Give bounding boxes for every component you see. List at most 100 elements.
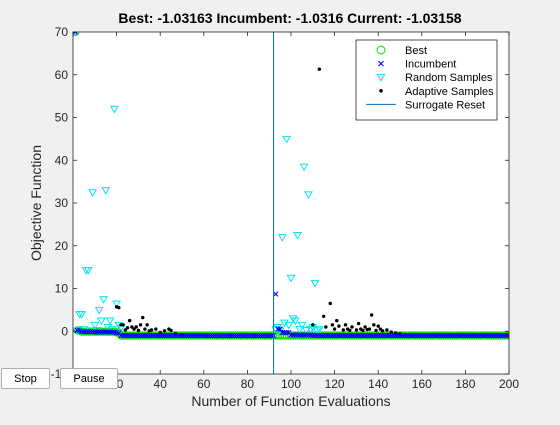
incumbent-point — [493, 332, 499, 339]
x-tick-label: 140 — [368, 377, 388, 391]
incumbent-point — [229, 332, 235, 339]
adaptive-sample-point — [341, 328, 346, 332]
axes: 020406080100120140160180200-100102030405… — [51, 25, 520, 391]
random-sample-point — [105, 317, 115, 326]
incumbent-point — [290, 332, 296, 338]
incumbent-point — [94, 329, 100, 335]
incumbent-point — [464, 332, 471, 339]
adaptive-sample-point — [361, 328, 365, 333]
incumbent-point — [244, 332, 251, 339]
legend-label: Best — [405, 45, 427, 57]
incumbent-point — [336, 332, 342, 339]
incumbent-point — [419, 332, 425, 339]
incumbent-point — [279, 329, 285, 336]
incumbent-point — [122, 332, 129, 339]
incumbent-point — [305, 332, 312, 338]
incumbent-point — [81, 328, 87, 335]
incumbent-point — [344, 332, 351, 339]
random-sample-point — [109, 105, 119, 114]
incumbent-point — [401, 332, 408, 339]
incumbent-point — [283, 329, 290, 336]
legend-label: Incumbent — [405, 59, 456, 71]
legend-entry: Adaptive Samples — [379, 86, 494, 98]
x-tick-label: 160 — [412, 377, 432, 391]
incumbent-point — [395, 332, 401, 339]
random-sample-point — [310, 279, 320, 288]
incumbent-point — [129, 332, 135, 339]
x-axis-label: Number of Function Evaluations — [191, 393, 390, 409]
incumbent-point — [218, 332, 224, 339]
incumbent-point — [436, 332, 442, 339]
incumbent-point — [432, 332, 438, 339]
incumbent-point — [133, 332, 139, 339]
adaptive-sample-point — [134, 325, 138, 329]
incumbent-point — [297, 332, 303, 338]
incumbent-point — [491, 332, 497, 339]
incumbent-point — [449, 332, 456, 339]
incumbent-point — [288, 332, 294, 338]
incumbent-point — [430, 332, 436, 339]
incumbent-point — [207, 332, 214, 339]
incumbent-point — [98, 329, 105, 335]
adaptive-sample-point — [123, 328, 128, 332]
adaptive-sample-point — [154, 327, 158, 331]
incumbent-point — [397, 332, 403, 339]
incumbent-point — [87, 328, 94, 335]
incumbent-point — [366, 332, 373, 339]
adaptive-sample-point — [372, 323, 376, 327]
adaptive-sample-point — [350, 325, 354, 329]
incumbent-point — [242, 332, 248, 339]
incumbent-point — [103, 329, 109, 335]
incumbent-point — [373, 332, 379, 339]
y-tick-label: 10 — [55, 282, 69, 296]
adaptive-sample-point — [311, 323, 315, 327]
incumbent-point — [438, 332, 445, 339]
random-sample-point — [112, 300, 122, 309]
incumbent-point — [212, 332, 218, 339]
incumbent-point — [484, 332, 490, 339]
legend-random-symbol — [376, 74, 386, 82]
incumbent-point — [462, 332, 469, 339]
random-sample-point — [88, 189, 98, 197]
incumbent-point — [299, 332, 305, 338]
incumbent-point — [349, 332, 355, 339]
incumbent-point — [150, 332, 157, 339]
incumbent-point — [142, 332, 148, 339]
incumbent-point — [353, 332, 360, 339]
random-sample-point — [288, 315, 298, 324]
incumbent-point — [386, 332, 392, 339]
incumbent-point — [399, 332, 405, 339]
incumbent-point — [371, 332, 377, 339]
random-sample-point — [293, 232, 303, 240]
incumbent-point — [451, 332, 458, 339]
pause-button[interactable]: Pause — [60, 368, 118, 389]
incumbent-point — [109, 329, 115, 335]
y-tick-label: 60 — [55, 68, 69, 82]
adaptive-sample-point — [117, 306, 121, 310]
incumbent-point — [190, 332, 196, 339]
incumbent-point — [440, 332, 447, 339]
incumbent-point — [100, 329, 107, 335]
incumbent-point — [403, 332, 410, 339]
incumbent-point — [203, 332, 209, 339]
incumbent-point — [238, 332, 244, 339]
random-sample-point — [301, 326, 311, 335]
adaptive-sample-point — [380, 329, 385, 333]
incumbent-point — [255, 332, 261, 339]
incumbent-point — [266, 332, 272, 339]
adaptive-sample-point — [343, 323, 348, 327]
random-sample-point — [284, 321, 294, 330]
incumbent-point — [253, 332, 259, 339]
incumbent-point — [355, 332, 362, 339]
incumbent-point — [168, 332, 174, 339]
adaptive-sample-point — [335, 318, 339, 323]
adaptive-sample-point — [136, 328, 141, 333]
incumbent-point — [113, 330, 120, 336]
stop-button[interactable]: Stop — [1, 368, 50, 389]
incumbent-point — [251, 332, 257, 339]
incumbent-point — [488, 332, 495, 339]
x-tick-label: 180 — [455, 377, 475, 391]
adaptive-sample-point — [389, 330, 393, 334]
incumbent-point — [458, 332, 464, 339]
random-sample-point — [90, 321, 100, 330]
